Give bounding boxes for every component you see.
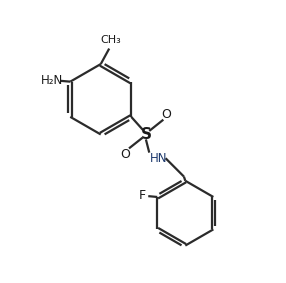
Text: CH₃: CH₃ [100, 35, 121, 45]
Text: H₂N: H₂N [41, 74, 63, 87]
Text: S: S [140, 127, 151, 142]
Text: F: F [139, 189, 146, 202]
Text: O: O [161, 108, 171, 121]
Text: O: O [121, 147, 130, 160]
Text: HN: HN [150, 152, 168, 165]
